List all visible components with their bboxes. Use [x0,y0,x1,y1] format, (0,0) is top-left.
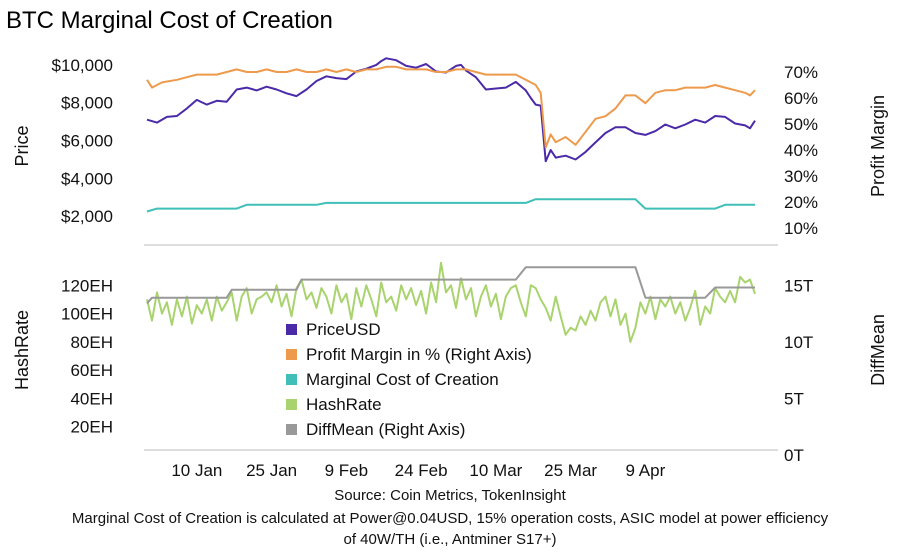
series-line-marginal-cost-of-creation [146,198,755,213]
legend-swatch-hashrate [286,399,297,410]
top-y2ticks-label-1: 20% [784,193,818,212]
bottom-right-axis-ticks: 0T 5T 10T 15T [784,276,813,465]
x-axis-ticks: 10 Jan 25 Jan 9 Feb 24 Feb 10 Mar 25 Mar 9 Apr [171,461,665,480]
top-right-axis-ticks: 10% 20% 30% 40% 50% 60% 70% [784,63,818,238]
bot-y2ticks-label-0: 0T [784,446,804,465]
top-yticks-label-2: $6,000 [61,132,113,151]
x-tick-label-1: 25 Jan [246,461,297,480]
bot-yticks-label-4: 100EH [61,305,113,324]
legend: PriceUSD Profit Margin in % (Right Axis)… [286,320,532,439]
legend-label-priceusd: PriceUSD [306,320,381,339]
bot-y2ticks-label-3: 15T [784,276,813,295]
bot-yticks-label-1: 40EH [70,389,113,408]
top-yticks-label-1: $4,000 [61,169,113,188]
top-left-axis-ticks: $2,000 $4,000 $6,000 $8,000 $10,000 [52,56,113,226]
chart-title: BTC Marginal Cost of Creation [6,7,333,34]
top-yticks-label-0: $2,000 [61,207,113,226]
top-left-axis-label: Price [12,125,32,166]
series-line-priceusd [146,57,756,163]
top-y2ticks-label-0: 10% [784,219,818,238]
x-tick-label-3: 24 Feb [395,461,448,480]
legend-label-profit-margin: Profit Margin in % (Right Axis) [306,345,532,364]
bot-yticks-label-2: 60EH [70,361,113,380]
legend-swatch-priceusd [286,324,297,335]
legend-label-hashrate: HashRate [306,395,382,414]
top-y2ticks-label-4: 50% [784,115,818,134]
top-y2ticks-label-5: 60% [784,89,818,108]
legend-swatch-profit-margin [286,349,297,360]
top-y2ticks-label-3: 40% [784,141,818,160]
top-right-axis-label: Profit Margin [868,95,888,197]
bottom-right-axis-label: DiffMean [868,314,888,386]
bot-y2ticks-label-2: 10T [784,333,813,352]
top-panel-series [146,57,756,213]
bottom-left-axis-label: HashRate [12,310,32,390]
top-y2ticks-label-6: 70% [784,63,818,82]
bot-yticks-label-0: 20EH [70,418,113,437]
footer-note-line2: of 40W/TH (i.e., Antminer S17+) [344,531,557,548]
series-line-diffmean-right-axis [146,266,755,305]
top-yticks-label-3: $8,000 [61,94,113,113]
bottom-left-axis-ticks: 20EH 40EH 60EH 80EH 100EH 120EH [61,276,113,436]
series-line-profit-margin-in-right-axis [146,65,756,149]
x-tick-label-6: 9 Apr [626,461,666,480]
bot-yticks-label-3: 80EH [70,333,113,352]
top-yticks-label-4: $10,000 [52,56,113,75]
bot-y2ticks-label-1: 5T [784,389,804,408]
bot-yticks-label-5: 120EH [61,276,113,295]
series-line-hashrate [146,261,756,343]
legend-label-marginal-cost: Marginal Cost of Creation [306,370,499,389]
legend-swatch-diffmean [286,424,297,435]
bottom-panel-series [146,261,756,343]
footer-source: Source: Coin Metrics, TokenInsight [334,487,566,504]
x-tick-label-2: 9 Feb [325,461,368,480]
x-tick-label-0: 10 Jan [171,461,222,480]
x-tick-label-5: 25 Mar [544,461,597,480]
legend-swatch-marginal-cost [286,374,297,385]
top-y2ticks-label-2: 30% [784,167,818,186]
legend-label-diffmean: DiffMean (Right Axis) [306,420,465,439]
x-tick-label-4: 10 Mar [469,461,522,480]
footer-note-line1: Marginal Cost of Creation is calculated … [72,510,829,527]
